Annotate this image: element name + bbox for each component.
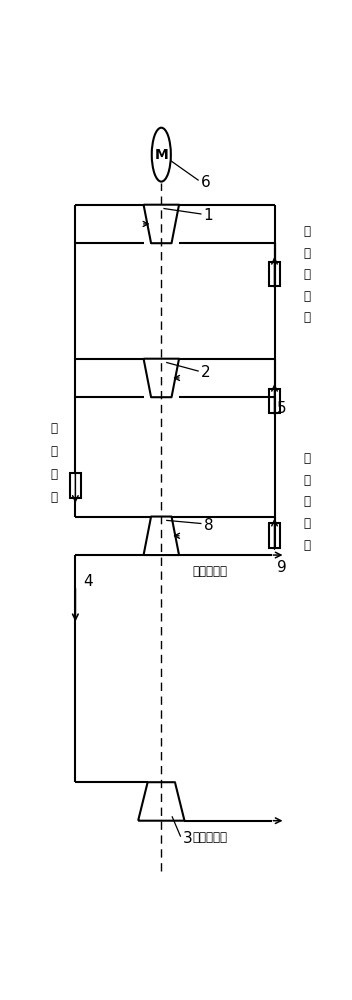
Bar <box>70 473 81 498</box>
Text: 被加热介质: 被加热介质 <box>193 565 228 578</box>
Bar <box>269 262 280 286</box>
Text: 9: 9 <box>277 560 287 575</box>
Text: 2: 2 <box>201 365 210 380</box>
Text: 被加热介质: 被加热介质 <box>193 831 228 844</box>
Text: 5: 5 <box>277 401 287 416</box>
Text: 温: 温 <box>304 247 311 260</box>
Text: 介: 介 <box>51 468 58 481</box>
Text: 质: 质 <box>304 539 311 552</box>
Text: M: M <box>155 148 168 162</box>
Text: 却: 却 <box>51 445 58 458</box>
Text: 6: 6 <box>201 175 210 190</box>
Text: 中: 中 <box>304 452 311 465</box>
Text: 冷: 冷 <box>51 422 58 434</box>
Text: 中: 中 <box>304 225 311 238</box>
Text: 4: 4 <box>83 574 93 589</box>
Text: 介: 介 <box>304 517 311 530</box>
Text: 质: 质 <box>304 311 311 324</box>
Bar <box>269 523 280 548</box>
Text: 质: 质 <box>51 491 58 504</box>
Text: 热: 热 <box>304 495 311 508</box>
Text: 介: 介 <box>304 290 311 303</box>
Text: 8: 8 <box>203 518 213 533</box>
Bar <box>269 389 280 413</box>
Text: 温: 温 <box>304 474 311 487</box>
Text: 1: 1 <box>203 208 213 223</box>
Text: 热: 热 <box>304 268 311 281</box>
Text: 3: 3 <box>183 831 193 846</box>
